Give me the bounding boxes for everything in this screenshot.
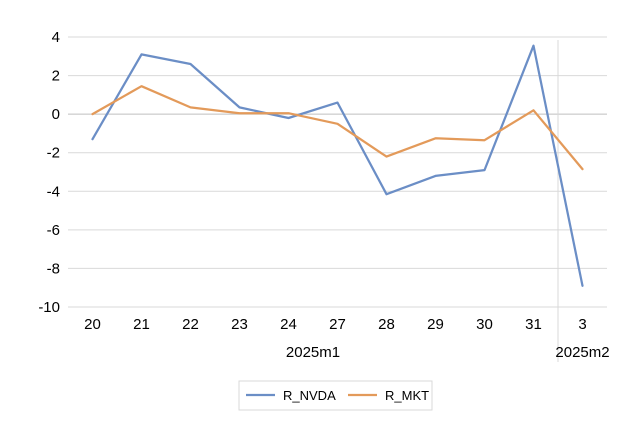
- x-tick-label: 3: [578, 316, 586, 333]
- x-tick-label: 22: [182, 316, 199, 333]
- y-tick-label: -8: [47, 260, 60, 277]
- legend-label: R_MKT: [385, 388, 429, 403]
- y-tick-label: -4: [47, 183, 60, 200]
- gridlines: [68, 36, 607, 362]
- y-axis-ticks: 4 2 0 -2 -4 -6 -8 -10: [38, 29, 60, 316]
- x-group-label: 2025m2: [555, 344, 609, 361]
- y-tick-label: -2: [47, 145, 60, 162]
- y-tick-label: -6: [47, 222, 60, 239]
- x-tick-label: 24: [280, 316, 297, 333]
- x-axis-groups: 2025m1 2025m2: [286, 344, 610, 361]
- legend-label: R_NVDA: [283, 388, 336, 403]
- series-lines: [91, 44, 584, 287]
- x-tick-label: 27: [329, 316, 346, 333]
- legend: R_NVDA R_MKT: [238, 380, 433, 411]
- x-tick-label: 31: [525, 316, 542, 333]
- y-tick-label: 4: [52, 29, 60, 46]
- x-tick-label: 29: [427, 316, 444, 333]
- series-line-r-mkt: [91, 85, 584, 171]
- x-group-label: 2025m1: [286, 344, 340, 361]
- x-tick-label: 23: [231, 316, 248, 333]
- y-tick-label: 0: [52, 106, 60, 123]
- x-axis-ticks: 20 21 22 23 24 27 28 29 30 31 3: [84, 316, 587, 333]
- y-tick-label: 2: [52, 68, 60, 85]
- y-tick-label: -10: [38, 299, 60, 316]
- x-tick-label: 30: [476, 316, 493, 333]
- x-tick-label: 20: [84, 316, 101, 333]
- x-tick-label: 21: [133, 316, 150, 333]
- series-line-r-nvda: [91, 44, 584, 287]
- x-tick-label: 28: [378, 316, 395, 333]
